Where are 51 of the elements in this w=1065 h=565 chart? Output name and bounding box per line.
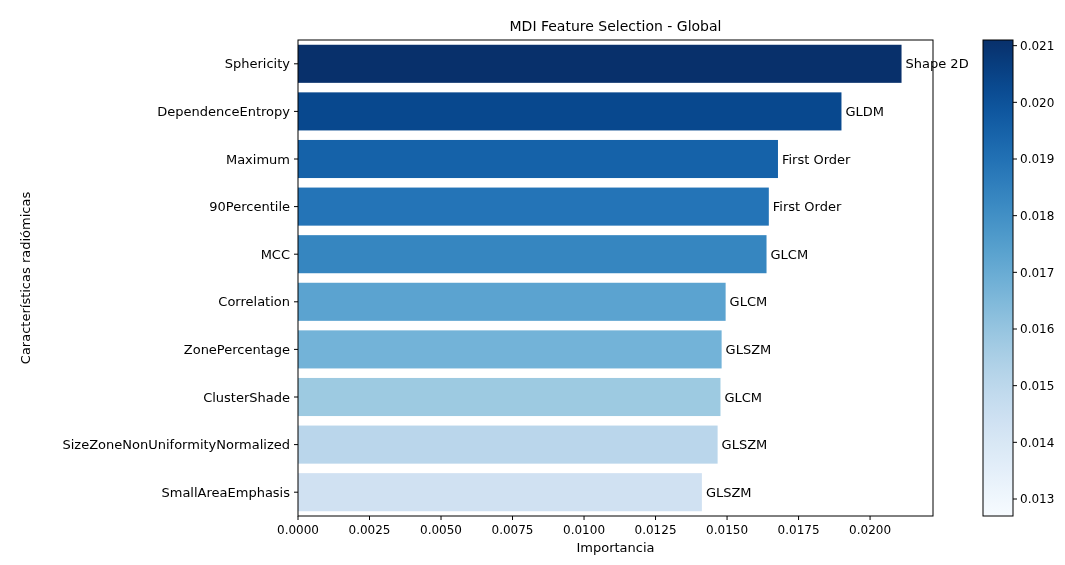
- bar: [298, 282, 726, 321]
- chart-title: MDI Feature Selection - Global: [509, 18, 722, 34]
- data-label: GLCM: [729, 294, 768, 310]
- data-label: GLCM: [770, 246, 809, 262]
- bar: [298, 473, 702, 512]
- x-tick-label: 0.0150: [706, 523, 749, 537]
- x-tick-label: 0.0075: [491, 523, 534, 537]
- color-bar-label: 0.018: [1020, 208, 1055, 223]
- data-label: GLDM: [845, 103, 885, 119]
- y-tick-label: Sphericity: [224, 56, 291, 72]
- color-bar-label: 0.019: [1020, 152, 1055, 167]
- data-label: First Order: [781, 151, 852, 167]
- color-bar-label: 0.013: [1020, 492, 1055, 507]
- data-label: GLSZM: [721, 437, 768, 453]
- x-tick-label: 0.0175: [777, 523, 820, 537]
- color-bar-label: 0.016: [1020, 322, 1055, 337]
- y-tick-label: DependenceEntropy: [157, 103, 291, 119]
- x-tick-label: 0.0200: [849, 523, 892, 537]
- data-label: Shape 2D: [905, 56, 969, 72]
- bar: [298, 235, 767, 274]
- x-tick-label: 0.0025: [348, 523, 391, 537]
- y-tick-label: ZonePercentage: [183, 341, 290, 357]
- x-axis-title: Importancia: [576, 540, 655, 555]
- color-bar-label: 0.014: [1020, 435, 1055, 450]
- y-tick-label: Maximum: [225, 151, 290, 167]
- bar: [298, 187, 769, 226]
- data-label: First Order: [772, 199, 842, 215]
- bar: [298, 92, 842, 131]
- y-tick-label: SizeZoneNonUniformityNormalized: [62, 437, 290, 453]
- data-label: GLSZM: [705, 484, 752, 500]
- y-axis-title: Características radiómicas: [18, 191, 33, 365]
- x-tick-label: 0.0000: [277, 523, 319, 537]
- x-tick-label: 0.0125: [634, 523, 677, 537]
- y-tick-label: Correlation: [218, 294, 290, 310]
- y-tick-label: SmallAreaEmphasis: [161, 484, 291, 500]
- x-tick-label: 0.0100: [563, 523, 606, 537]
- bar: [298, 330, 722, 369]
- data-label: GLCM: [724, 389, 763, 405]
- y-tick-label: MCC: [260, 246, 290, 262]
- x-tick-label: 0.0050: [420, 523, 463, 537]
- y-tick-label: 90Percentile: [209, 199, 290, 215]
- bar: [298, 377, 721, 417]
- bar: [298, 44, 902, 83]
- bar: [298, 139, 778, 179]
- bar: [298, 425, 718, 464]
- color-bar-label: 0.020: [1020, 95, 1055, 110]
- color-bar-label: 0.021: [1020, 38, 1055, 53]
- color-bar-label: 0.015: [1020, 378, 1055, 393]
- data-label: GLSZM: [725, 341, 772, 357]
- y-tick-label: ClusterShade: [203, 389, 290, 405]
- color-bar-label: 0.017: [1020, 265, 1055, 280]
